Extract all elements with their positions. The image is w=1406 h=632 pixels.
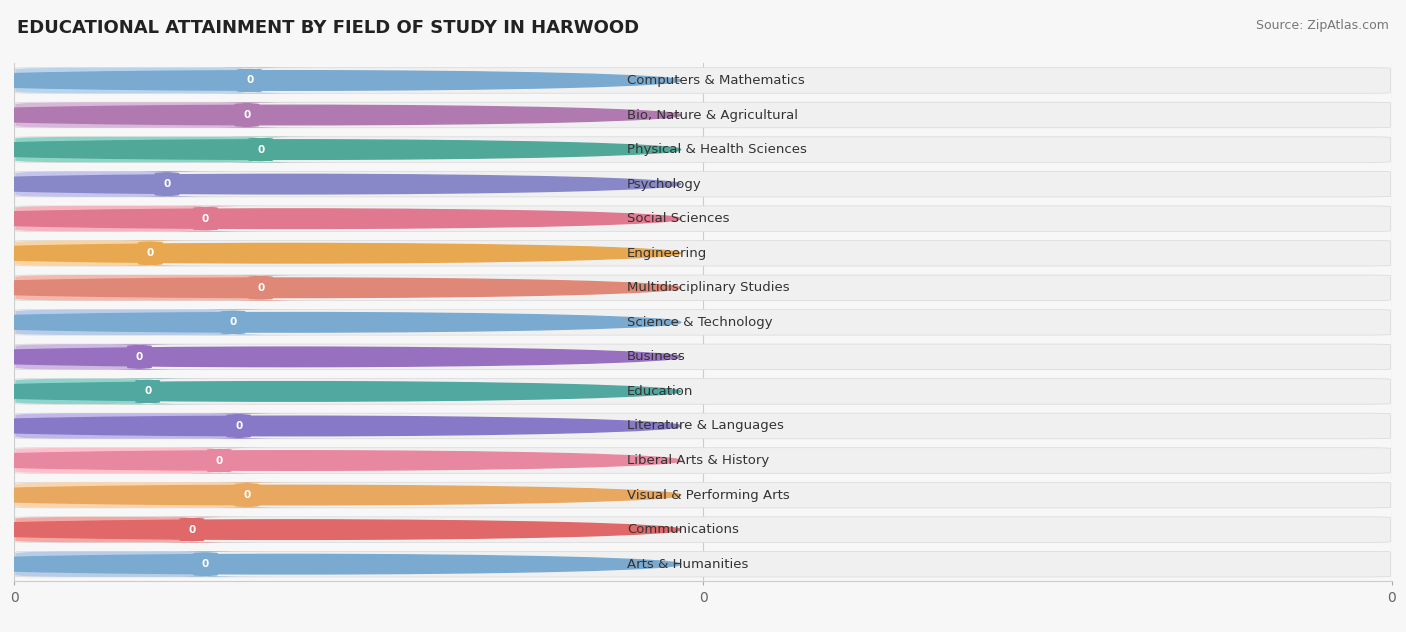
Text: 0: 0	[257, 145, 264, 155]
Text: Arts & Humanities: Arts & Humanities	[627, 557, 748, 571]
Text: 0: 0	[215, 456, 224, 466]
Circle shape	[0, 416, 681, 435]
FancyBboxPatch shape	[15, 171, 167, 197]
Text: 0: 0	[229, 317, 236, 327]
FancyBboxPatch shape	[15, 517, 1391, 542]
FancyBboxPatch shape	[15, 551, 1391, 577]
Circle shape	[0, 554, 681, 574]
Text: Multidisciplinary Studies: Multidisciplinary Studies	[627, 281, 790, 295]
FancyBboxPatch shape	[187, 68, 312, 94]
Circle shape	[0, 209, 681, 228]
Text: Literature & Languages: Literature & Languages	[627, 420, 785, 432]
Text: 0: 0	[202, 559, 209, 569]
Text: Liberal Arts & History: Liberal Arts & History	[627, 454, 769, 467]
FancyBboxPatch shape	[15, 102, 1391, 128]
FancyBboxPatch shape	[15, 482, 1391, 508]
FancyBboxPatch shape	[142, 206, 269, 231]
Text: 0: 0	[163, 179, 170, 189]
Text: Psychology: Psychology	[627, 178, 702, 191]
FancyBboxPatch shape	[176, 413, 302, 439]
FancyBboxPatch shape	[15, 102, 247, 128]
FancyBboxPatch shape	[15, 310, 1391, 335]
FancyBboxPatch shape	[15, 447, 219, 473]
Text: Source: ZipAtlas.com: Source: ZipAtlas.com	[1256, 19, 1389, 32]
FancyBboxPatch shape	[104, 171, 231, 197]
Circle shape	[0, 520, 681, 539]
FancyBboxPatch shape	[15, 447, 1391, 473]
Text: Science & Technology: Science & Technology	[627, 316, 773, 329]
FancyBboxPatch shape	[15, 344, 139, 370]
FancyBboxPatch shape	[15, 413, 1391, 439]
Text: 0: 0	[202, 214, 209, 224]
Circle shape	[0, 174, 681, 194]
FancyBboxPatch shape	[15, 137, 1391, 162]
FancyBboxPatch shape	[15, 206, 205, 231]
Text: 0: 0	[246, 75, 253, 85]
Text: 0: 0	[188, 525, 195, 535]
FancyBboxPatch shape	[15, 551, 205, 577]
FancyBboxPatch shape	[15, 240, 150, 266]
FancyBboxPatch shape	[170, 310, 297, 335]
FancyBboxPatch shape	[15, 413, 239, 439]
FancyBboxPatch shape	[15, 240, 1391, 266]
Circle shape	[0, 313, 681, 332]
Circle shape	[0, 451, 681, 470]
FancyBboxPatch shape	[15, 379, 1391, 404]
Text: Engineering: Engineering	[627, 246, 707, 260]
Circle shape	[0, 347, 681, 367]
Circle shape	[0, 485, 681, 505]
Text: 0: 0	[243, 110, 250, 120]
Text: 0: 0	[136, 352, 143, 362]
FancyBboxPatch shape	[15, 206, 1391, 231]
Text: Education: Education	[627, 385, 693, 398]
Text: Communications: Communications	[627, 523, 740, 536]
FancyBboxPatch shape	[142, 551, 269, 577]
Text: Computers & Mathematics: Computers & Mathematics	[627, 74, 806, 87]
FancyBboxPatch shape	[15, 344, 1391, 370]
Text: 0: 0	[143, 386, 152, 396]
Circle shape	[0, 382, 681, 401]
FancyBboxPatch shape	[15, 310, 233, 335]
FancyBboxPatch shape	[84, 379, 211, 404]
Text: 0: 0	[257, 283, 264, 293]
FancyBboxPatch shape	[129, 517, 254, 542]
FancyBboxPatch shape	[15, 275, 260, 301]
FancyBboxPatch shape	[15, 68, 1391, 94]
FancyBboxPatch shape	[15, 379, 148, 404]
FancyBboxPatch shape	[198, 275, 323, 301]
FancyBboxPatch shape	[156, 447, 283, 473]
Text: 0: 0	[146, 248, 155, 258]
Text: 0: 0	[235, 421, 242, 431]
FancyBboxPatch shape	[15, 171, 1391, 197]
Circle shape	[0, 278, 681, 298]
Text: Social Sciences: Social Sciences	[627, 212, 730, 225]
Text: 0: 0	[243, 490, 250, 500]
Text: Bio, Nature & Agricultural: Bio, Nature & Agricultural	[627, 109, 799, 121]
Circle shape	[0, 243, 681, 263]
Circle shape	[0, 106, 681, 125]
Text: EDUCATIONAL ATTAINMENT BY FIELD OF STUDY IN HARWOOD: EDUCATIONAL ATTAINMENT BY FIELD OF STUDY…	[17, 19, 638, 37]
Text: Physical & Health Sciences: Physical & Health Sciences	[627, 143, 807, 156]
FancyBboxPatch shape	[15, 275, 1391, 301]
FancyBboxPatch shape	[15, 517, 191, 542]
Circle shape	[0, 140, 681, 159]
Text: Business: Business	[627, 350, 686, 363]
FancyBboxPatch shape	[76, 344, 202, 370]
Circle shape	[0, 71, 681, 90]
FancyBboxPatch shape	[184, 482, 311, 508]
Text: Visual & Performing Arts: Visual & Performing Arts	[627, 489, 790, 502]
FancyBboxPatch shape	[15, 137, 260, 162]
FancyBboxPatch shape	[87, 240, 214, 266]
FancyBboxPatch shape	[198, 137, 323, 162]
FancyBboxPatch shape	[15, 482, 247, 508]
FancyBboxPatch shape	[184, 102, 311, 128]
FancyBboxPatch shape	[15, 68, 250, 94]
